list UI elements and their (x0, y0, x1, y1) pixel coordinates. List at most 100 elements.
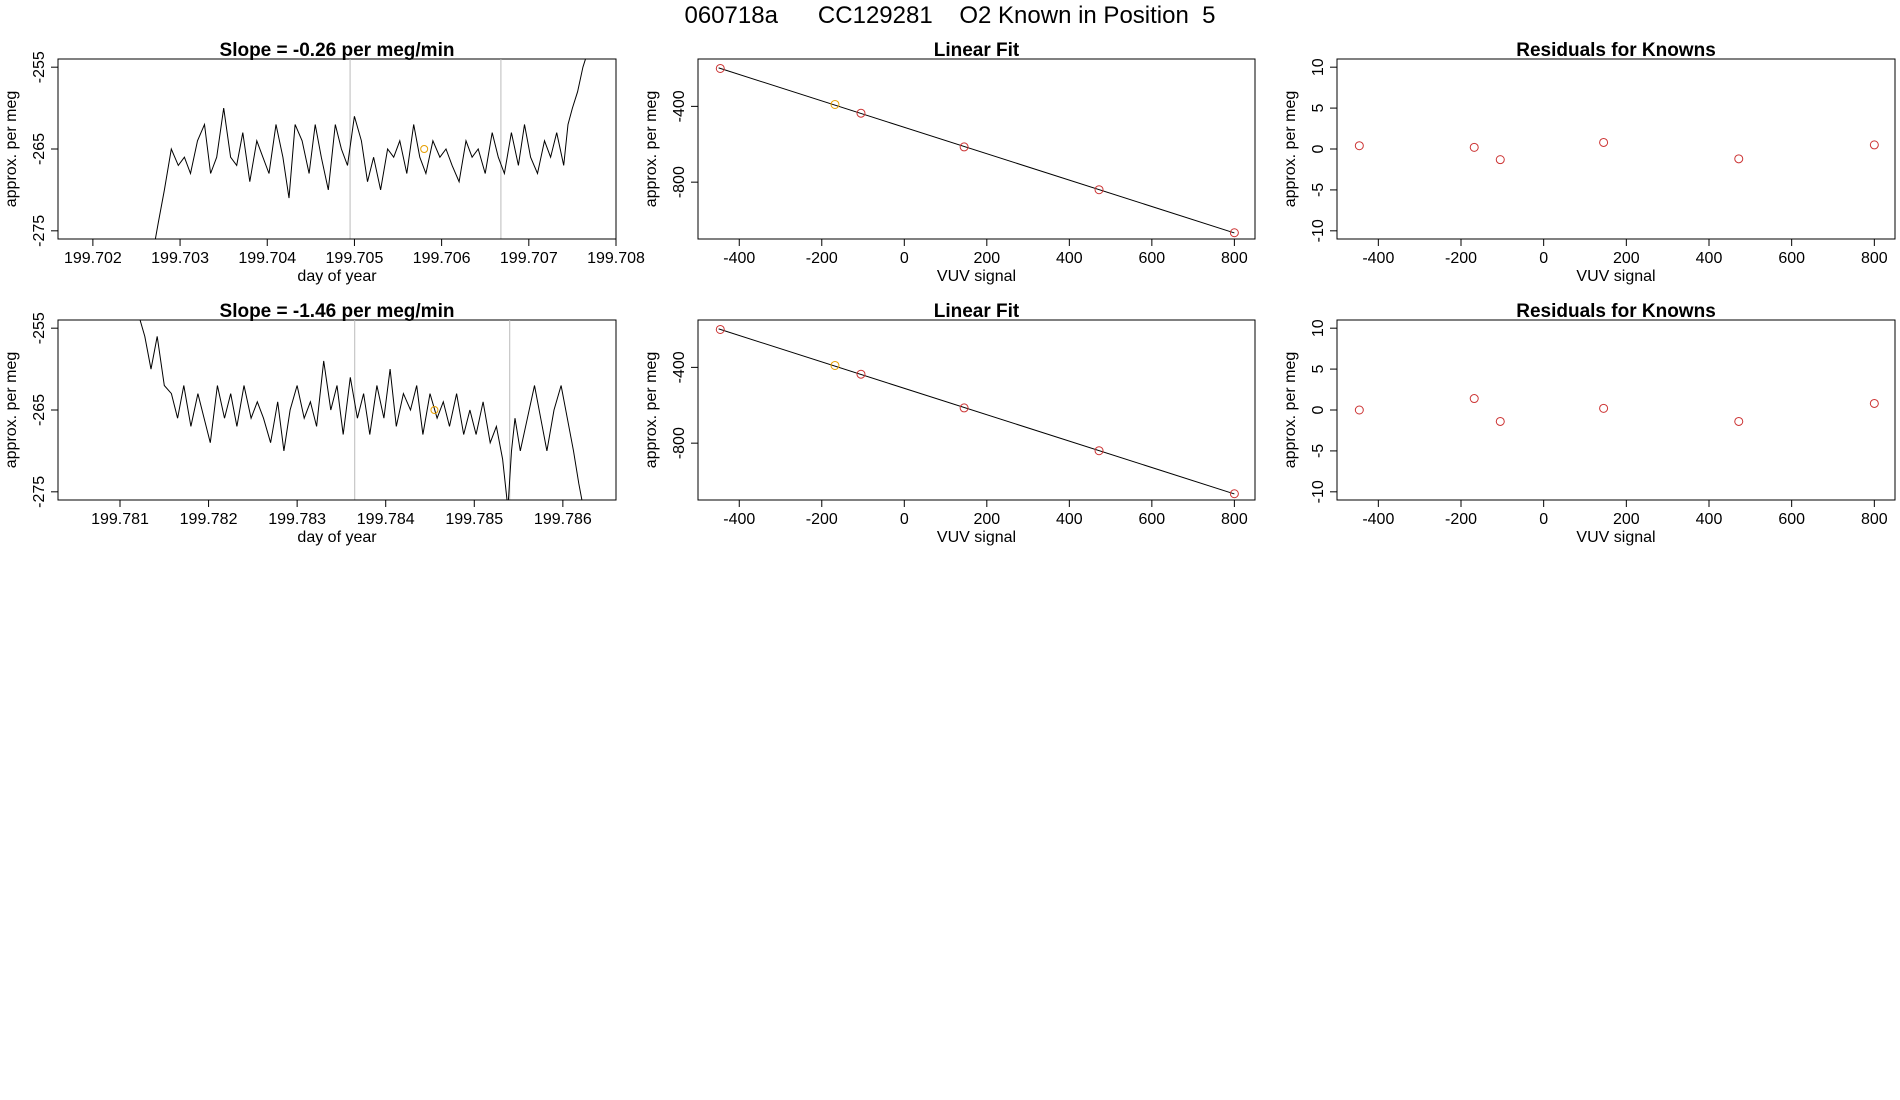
data-point (1599, 137, 1609, 147)
y-tick-label: -255 (31, 51, 48, 83)
y-tick-label: -275 (31, 215, 48, 247)
y-axis-label: approx. per meg (3, 352, 20, 469)
data-point (830, 360, 840, 370)
y-tick-label: -265 (31, 133, 48, 165)
y-tick-label: -800 (671, 166, 688, 198)
x-tick-label: 199.782 (180, 511, 238, 528)
plot-frame (57, 319, 617, 501)
y-axis: 10 5 0 -5 -10 approx. per meg (1282, 319, 1338, 503)
data-point (959, 142, 969, 152)
x-axis: -400 -200 0 200 400 600 800 VUV signal (723, 238, 1248, 285)
x-tick-label: 400 (1056, 250, 1083, 267)
y-tick-label: -400 (671, 351, 688, 383)
chart-title: Linear Fit (934, 301, 1020, 322)
y-axis-label: approx. per meg (643, 91, 660, 208)
y-tick-label: -10 (1310, 219, 1327, 242)
data-point (1599, 403, 1609, 413)
x-tick-label: 800 (1861, 250, 1888, 267)
x-axis: -400 -200 0 200 400 600 800 VUV signal (1362, 238, 1888, 285)
x-tick-label: -400 (1362, 511, 1394, 528)
data-point (1229, 228, 1239, 238)
plot-frame (57, 58, 617, 240)
y-axis: -400 -800 approx. per meg (643, 351, 699, 469)
x-tick-label: 199.783 (268, 511, 326, 528)
y-tick-label: -255 (31, 312, 48, 344)
x-tick-label: 600 (1778, 250, 1805, 267)
plot-area (715, 324, 1239, 499)
x-axis-label: VUV signal (1576, 529, 1655, 546)
x-tick-label: 800 (1221, 250, 1248, 267)
y-tick-label: 0 (1310, 405, 1327, 414)
x-tick-label: -200 (806, 511, 838, 528)
y-axis: 10 5 0 -5 -10 approx. per meg (1282, 58, 1338, 242)
data-point (856, 108, 866, 118)
data-point (1495, 155, 1505, 165)
plot-frame (697, 58, 1256, 240)
data-point (1469, 142, 1479, 152)
x-tick-label: 0 (1539, 250, 1548, 267)
plot-area (1354, 137, 1879, 165)
y-tick-label: -10 (1310, 480, 1327, 503)
x-tick-label: 400 (1696, 250, 1723, 267)
data-point (1495, 416, 1505, 426)
x-axis-label: day of year (297, 268, 377, 285)
x-tick-label: -200 (806, 250, 838, 267)
data-point (1734, 154, 1744, 164)
chart-title: Slope = -1.46 per meg/min (220, 301, 455, 322)
x-tick-label: 199.705 (326, 250, 384, 267)
y-tick-label: -800 (671, 427, 688, 459)
x-tick-label: 200 (973, 250, 1000, 267)
x-axis-label: VUV signal (1576, 268, 1655, 285)
plot-area (715, 63, 1239, 238)
series-line (139, 320, 583, 500)
data-point (1869, 398, 1879, 408)
x-tick-label: 199.784 (357, 511, 415, 528)
data-point (1734, 416, 1744, 426)
x-tick-label: 400 (1696, 511, 1723, 528)
data-point (1469, 394, 1479, 404)
y-tick-label: -265 (31, 394, 48, 426)
chart-panel-5: Linear Fit -400 -200 0 200 400 600 800 VUV signa… (643, 301, 1256, 546)
data-point (1229, 489, 1239, 499)
y-axis: -255 -265 -275 approx. per meg (3, 51, 59, 247)
y-tick-label: 5 (1310, 365, 1327, 374)
plot-frame (697, 319, 1256, 501)
fit-line (718, 328, 1235, 495)
x-tick-label: 800 (1861, 511, 1888, 528)
data-point (715, 63, 725, 73)
y-tick-label: 0 (1310, 144, 1327, 153)
x-tick-label: 199.702 (64, 250, 122, 267)
x-tick-label: 0 (900, 250, 909, 267)
chart-panel-2: Linear Fit -400 -200 0 200 400 600 800 VUV signa… (643, 40, 1256, 285)
chart-panel-3: Residuals for Knowns -400 -200 0 200 400 600 80… (1282, 40, 1896, 285)
chart-title: Slope = -0.26 per meg/min (220, 40, 455, 61)
fit-line (718, 67, 1235, 234)
x-tick-label: 199.704 (238, 250, 296, 267)
y-tick-label: -275 (31, 476, 48, 508)
figure-title: 060718a CC129281 O2 Known in Position 5 (684, 2, 1216, 29)
data-point (1354, 405, 1364, 415)
y-axis-label: approx. per meg (3, 91, 20, 208)
x-tick-label: 200 (1613, 250, 1640, 267)
data-point (1094, 446, 1104, 456)
y-tick-label: -5 (1310, 444, 1327, 458)
x-tick-label: 199.707 (500, 250, 558, 267)
x-tick-label: 199.785 (445, 511, 503, 528)
x-tick-label: 200 (973, 511, 1000, 528)
y-tick-label: -400 (671, 90, 688, 122)
plot-area (154, 59, 587, 239)
x-tick-label: -400 (1362, 250, 1394, 267)
y-axis: -255 -265 -275 approx. per meg (3, 312, 59, 508)
x-tick-label: 800 (1221, 511, 1248, 528)
y-axis-label: approx. per meg (1282, 91, 1299, 208)
x-axis-label: day of year (297, 529, 377, 546)
plot-frame (1336, 58, 1896, 240)
plot-area (1354, 394, 1879, 426)
y-axis-label: approx. per meg (643, 352, 660, 469)
chart-title: Residuals for Knowns (1516, 40, 1716, 61)
y-tick-label: -5 (1310, 183, 1327, 197)
data-point (856, 369, 866, 379)
plot-area (139, 320, 583, 500)
data-point (830, 99, 840, 109)
